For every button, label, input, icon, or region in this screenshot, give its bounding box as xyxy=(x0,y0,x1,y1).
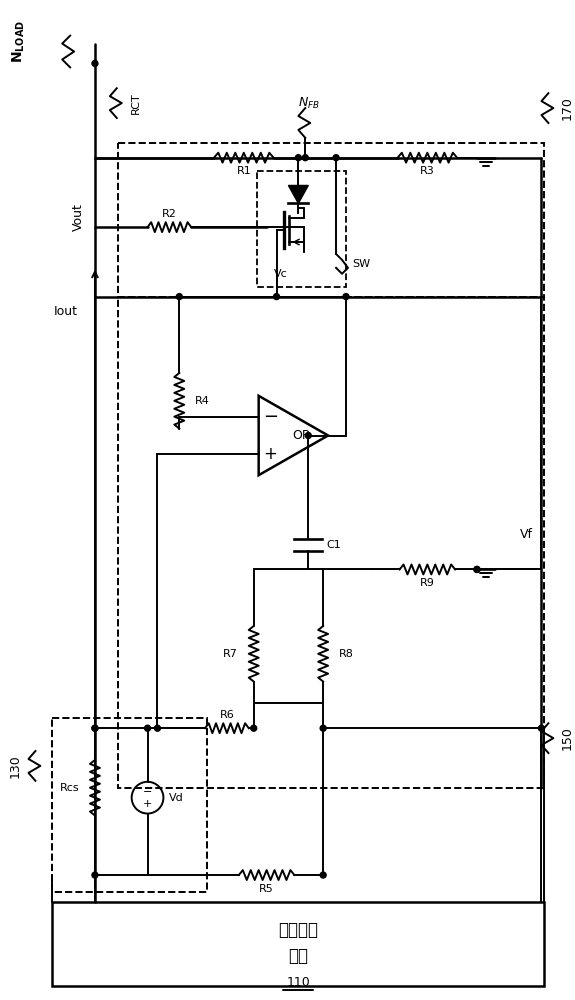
Circle shape xyxy=(302,155,308,161)
Text: R7: R7 xyxy=(223,649,238,659)
Text: R8: R8 xyxy=(339,649,354,659)
Polygon shape xyxy=(289,185,308,203)
Bar xyxy=(256,171,346,287)
Text: 170: 170 xyxy=(560,96,573,120)
Text: +: + xyxy=(263,445,278,463)
Bar xyxy=(52,902,545,986)
Circle shape xyxy=(320,872,326,878)
Text: −: − xyxy=(263,408,278,426)
Text: Rcs: Rcs xyxy=(59,783,79,793)
Text: R1: R1 xyxy=(236,166,251,176)
Circle shape xyxy=(320,725,326,731)
Text: Vd: Vd xyxy=(170,793,184,803)
Text: R3: R3 xyxy=(420,166,435,176)
Circle shape xyxy=(538,725,545,731)
Circle shape xyxy=(251,725,256,731)
Text: R6: R6 xyxy=(220,710,234,720)
Text: 130: 130 xyxy=(9,754,21,778)
Text: R4: R4 xyxy=(195,396,210,406)
Circle shape xyxy=(474,566,480,572)
Text: R5: R5 xyxy=(259,884,274,894)
Text: SW: SW xyxy=(352,259,370,269)
Circle shape xyxy=(92,872,98,878)
Circle shape xyxy=(155,725,160,731)
Text: $\mathbf{N}_{\mathbf{LOAD}}$: $\mathbf{N}_{\mathbf{LOAD}}$ xyxy=(10,20,27,63)
Circle shape xyxy=(92,725,98,731)
Text: Vc: Vc xyxy=(274,269,288,279)
Circle shape xyxy=(343,294,349,300)
Text: C1: C1 xyxy=(326,540,341,550)
Text: Vout: Vout xyxy=(71,203,85,231)
Text: 电源供应: 电源供应 xyxy=(278,921,319,939)
Circle shape xyxy=(144,725,151,731)
Circle shape xyxy=(296,155,301,161)
Text: 150: 150 xyxy=(560,726,573,750)
Bar xyxy=(118,297,545,788)
Circle shape xyxy=(474,566,480,572)
Text: OP: OP xyxy=(293,429,310,442)
Circle shape xyxy=(305,433,311,438)
Circle shape xyxy=(177,294,182,300)
Text: Vf: Vf xyxy=(520,528,533,541)
Text: −: − xyxy=(143,787,152,797)
Text: RCT: RCT xyxy=(131,92,141,114)
Text: $N_{FB}$: $N_{FB}$ xyxy=(298,96,320,111)
Text: 110: 110 xyxy=(286,976,311,989)
Text: 电路: 电路 xyxy=(288,947,308,965)
Text: +: + xyxy=(143,799,152,809)
Bar xyxy=(118,143,545,297)
Bar xyxy=(52,718,207,892)
Text: Iout: Iout xyxy=(54,305,78,318)
Circle shape xyxy=(92,60,98,66)
Circle shape xyxy=(274,294,279,300)
Circle shape xyxy=(333,155,339,161)
Text: R9: R9 xyxy=(420,578,435,588)
Circle shape xyxy=(92,725,98,731)
Text: R2: R2 xyxy=(162,209,177,219)
